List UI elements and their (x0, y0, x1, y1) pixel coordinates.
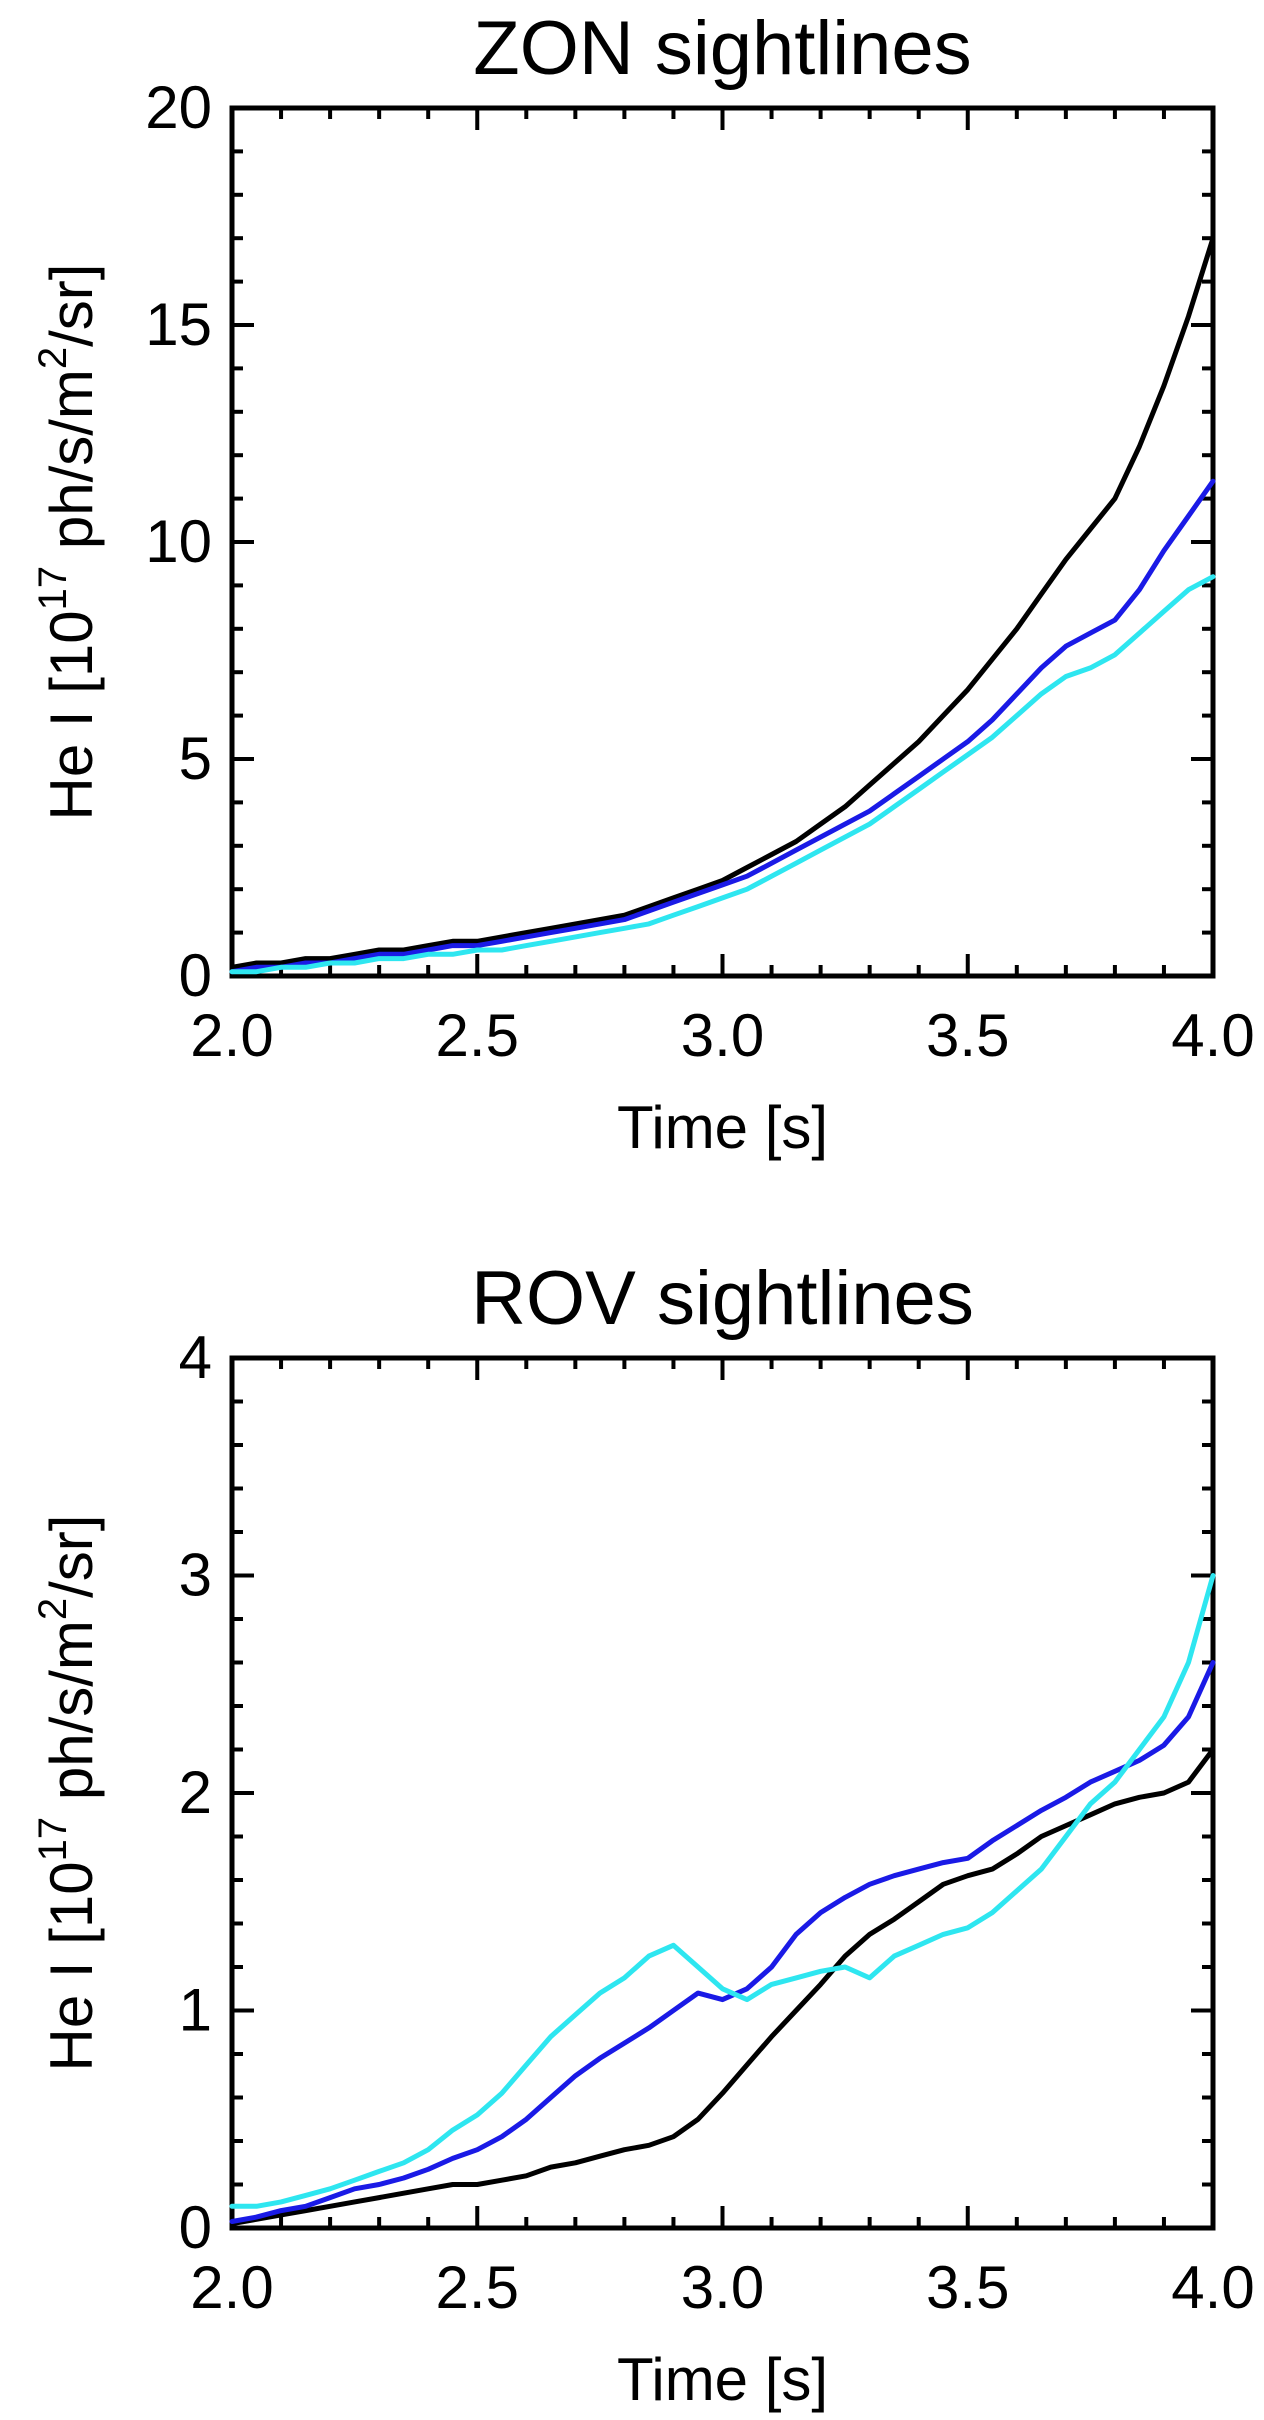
x-tick-label: 3.5 (926, 1002, 1009, 1069)
y-tick-label: 20 (145, 74, 212, 141)
y-axis-label-part: /sr] (38, 1515, 105, 1598)
y-axis-label-superscript: 17 (31, 566, 75, 611)
y-tick-label: 4 (179, 1324, 212, 1391)
chart-title: ROV sightlines (471, 1256, 974, 1341)
x-axis-label: Time [s] (617, 2346, 828, 2413)
y-axis-label-superscript: 17 (31, 1817, 75, 1862)
series-line-1 (229, 1747, 1216, 2227)
x-tick-label: 3.0 (681, 1002, 764, 1069)
series-line-3 (229, 574, 1216, 975)
y-tick-label: 0 (179, 942, 212, 1009)
chart-panel-2: ROV sightlines 2.0 2.5 3.0 3.5 4.0 0 1 2 3 4 Time [… (31, 1256, 1255, 2413)
y-tick-label: 1 (179, 1977, 212, 2044)
x-tick-label: 2.5 (436, 1002, 519, 1069)
plot-frame (229, 105, 1216, 979)
y-tick-label: 15 (145, 291, 212, 358)
y-axis-label-superscript: 2 (31, 347, 75, 369)
series-line-3 (229, 1573, 1216, 2209)
y-tick-label: 5 (179, 725, 212, 792)
x-tick-label: 2.0 (190, 2254, 273, 2321)
x-tick-label: 4.0 (1171, 1002, 1254, 1069)
y-axis-label-part: He I [10 (38, 1861, 105, 2071)
y-axis-label: He I [1017 ph/s/m2/sr] (31, 1515, 105, 2072)
y-tick-label: 10 (145, 508, 212, 575)
x-tick-label: 2.0 (190, 1002, 273, 1069)
series-line-2 (229, 478, 1216, 975)
series-line-2 (229, 1660, 1216, 2224)
x-tick-label: 3.0 (681, 2254, 764, 2321)
y-axis-label-part: ph/s/m (38, 369, 105, 566)
y-tick-label: 3 (179, 1542, 212, 1609)
chart-title: ZON sightlines (473, 6, 971, 91)
y-axis-label-part: He I [10 (38, 610, 105, 820)
plot-frame (229, 1355, 1216, 2231)
x-tick-label: 3.5 (926, 2254, 1009, 2321)
y-axis-label-superscript: 2 (31, 1598, 75, 1620)
chart-panel-1: ZON sightlines 2.0 2.5 3.0 3.5 4.0 0 5 10 15 20 Tim… (31, 6, 1255, 1161)
y-tick-label: 2 (179, 1759, 212, 1826)
y-axis-label-part: ph/s/m (38, 1620, 105, 1817)
series-line-1 (229, 235, 1216, 970)
x-tick-label: 2.5 (436, 2254, 519, 2321)
x-axis-label: Time [s] (617, 1094, 828, 1161)
y-axis-label-part: /sr] (38, 264, 105, 347)
y-tick-label: 0 (179, 2194, 212, 2261)
x-tick-label: 4.0 (1171, 2254, 1254, 2321)
y-axis-label: He I [1017 ph/s/m2/sr] (31, 264, 105, 821)
